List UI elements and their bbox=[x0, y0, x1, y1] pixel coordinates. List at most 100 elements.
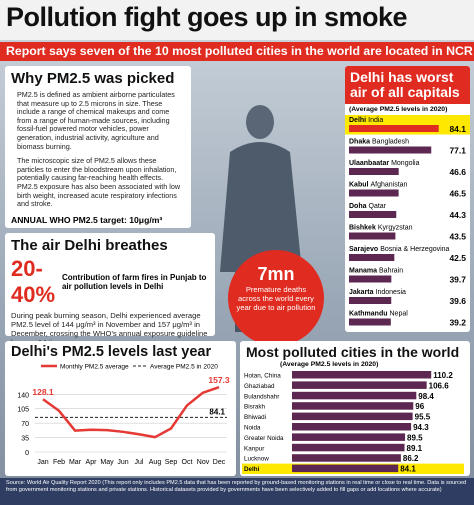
deaths-stat: 7mn bbox=[257, 264, 295, 284]
city-label: Dhaka Bangladesh bbox=[349, 139, 409, 146]
bar bbox=[292, 402, 414, 410]
city-label: Greater Noida bbox=[244, 435, 284, 442]
value-label: 98.4 bbox=[418, 392, 434, 401]
legend-label: Average PM2.5 in 2020 bbox=[150, 364, 218, 371]
value-label: 89.5 bbox=[407, 433, 423, 442]
bar bbox=[292, 412, 413, 421]
value-label: 39.6 bbox=[449, 296, 466, 306]
cities-chart: Hotan, China 110.2 Ghaziabad 106.6 Bulandsha… bbox=[242, 371, 464, 474]
bar bbox=[349, 189, 399, 197]
city-name: Ulaanbaatar bbox=[349, 160, 389, 167]
value-label: 46.6 bbox=[449, 167, 466, 177]
city-label: Bisrakh bbox=[244, 404, 265, 411]
bar bbox=[349, 146, 432, 154]
x-tick-label: Feb bbox=[53, 459, 65, 466]
city-name: Sarajevo bbox=[349, 246, 378, 253]
value-label: 84.1 bbox=[449, 124, 466, 134]
city-label: Lucknow bbox=[244, 456, 269, 463]
stat-text: Contribution of farm fires in Punjab to … bbox=[61, 273, 207, 291]
cities-subtitle: (Average PM2.5 levels in 2020) bbox=[280, 361, 379, 368]
y-tick-label: 35 bbox=[21, 436, 29, 443]
value-label: 39.7 bbox=[449, 275, 466, 285]
city-name: Jakarta bbox=[349, 289, 374, 296]
legend-label: Monthly PM2.5 average bbox=[60, 364, 129, 371]
country-name: Afghanistan bbox=[370, 182, 407, 189]
line-box: Delhi's PM2.5 levels last year 0 35 70 105 1… bbox=[5, 341, 236, 476]
country-name: Bangladesh bbox=[372, 139, 409, 146]
x-tick-label: Nov bbox=[197, 459, 210, 466]
bar bbox=[292, 391, 417, 400]
value-label: 110.2 bbox=[433, 371, 453, 380]
x-tick-label: Jun bbox=[117, 459, 128, 466]
city-label: Kabul Afghanistan bbox=[349, 182, 408, 189]
value-label: 89.1 bbox=[407, 444, 423, 453]
x-tick-label: Aug bbox=[149, 459, 162, 466]
city-label: Delhi India bbox=[349, 117, 383, 124]
country-name: India bbox=[368, 117, 383, 124]
bar bbox=[292, 381, 427, 389]
value-label: 44.3 bbox=[449, 210, 466, 220]
value-label: 106.6 bbox=[429, 381, 450, 390]
line-title: Delhi's PM2.5 levels last year bbox=[11, 344, 212, 360]
reference-label: 84.1 bbox=[209, 407, 225, 416]
y-tick-label: 105 bbox=[17, 407, 29, 414]
capitals-title: Delhi has worst air of all capitals bbox=[345, 66, 470, 104]
city-label: Ghaziabad bbox=[244, 383, 275, 390]
city-label: Bishkek Kyrgyzstan bbox=[349, 225, 413, 232]
country-name: Kyrgyzstan bbox=[378, 225, 413, 232]
x-tick-label: Jan bbox=[37, 459, 48, 466]
bar bbox=[349, 211, 397, 218]
city-label: Delhi bbox=[244, 466, 260, 473]
value-label: 42.5 bbox=[449, 253, 466, 263]
x-tick-label: Jul bbox=[135, 459, 144, 466]
value-label: 96 bbox=[415, 402, 424, 411]
value-label: 157.3 bbox=[208, 375, 230, 385]
bar bbox=[292, 371, 432, 379]
country-name: Bosnia & Herzegovina bbox=[380, 246, 449, 253]
bar bbox=[292, 433, 406, 441]
deaths-circle: 7mn Premature deaths across the world ev… bbox=[228, 250, 324, 346]
city-label: Hotan, China bbox=[244, 373, 281, 380]
bar bbox=[349, 232, 396, 240]
value-label: 95.5 bbox=[415, 413, 431, 422]
bar bbox=[349, 318, 391, 326]
country-name: Indonesia bbox=[376, 289, 406, 296]
value-label: 77.1 bbox=[449, 146, 466, 156]
city-label: Noida bbox=[244, 425, 261, 432]
city-name: Doha bbox=[349, 203, 367, 210]
y-tick-label: 70 bbox=[21, 421, 29, 428]
city-label: Sarajevo Bosnia & Herzegovina bbox=[349, 246, 450, 253]
country-name: Mongolia bbox=[391, 160, 420, 167]
why-bullet: PM2.5 is defined as ambient airborne par… bbox=[17, 90, 175, 151]
why-box: Why PM2.5 was picked PM2.5 is defined as… bbox=[5, 66, 191, 228]
city-name: Manama bbox=[349, 268, 377, 275]
city-label: Manama Bahrain bbox=[349, 268, 403, 275]
value-label: 43.5 bbox=[449, 232, 466, 242]
bar bbox=[349, 254, 395, 261]
cities-box: Most polluted cities in the world (Avera… bbox=[240, 341, 470, 476]
bar bbox=[292, 443, 405, 452]
bar bbox=[292, 454, 401, 462]
x-tick-label: Dec bbox=[213, 459, 226, 466]
city-name: Kabul bbox=[349, 182, 369, 189]
subtitle: Report says seven of the 10 most pollute… bbox=[0, 42, 474, 61]
x-tick-label: Oct bbox=[182, 459, 193, 466]
bar bbox=[349, 125, 439, 132]
line bbox=[42, 385, 220, 439]
value-label: 128.1 bbox=[32, 387, 54, 397]
line-chart: 0 35 70 105 140 Jan Feb Mar Apr May Jun Jul Aug Sep Oc… bbox=[17, 364, 230, 467]
country-name: Bahrain bbox=[379, 268, 403, 275]
bar bbox=[349, 297, 392, 304]
y-tick-label: 140 bbox=[17, 392, 29, 399]
city-label: Jakarta Indonesia bbox=[349, 289, 406, 296]
bar bbox=[292, 423, 412, 431]
cities-title: Most polluted cities in the world bbox=[246, 344, 460, 360]
city-label: Ulaanbaatar Mongolia bbox=[349, 160, 420, 167]
bar bbox=[349, 275, 392, 283]
city-label: Bhiwadi bbox=[244, 414, 266, 421]
x-tick-label: May bbox=[100, 459, 114, 466]
country-name: Qatar bbox=[369, 203, 387, 210]
city-name: Kathmandu bbox=[349, 311, 388, 318]
footer: Source: World Air Quality Report 2020 (T… bbox=[0, 478, 474, 505]
